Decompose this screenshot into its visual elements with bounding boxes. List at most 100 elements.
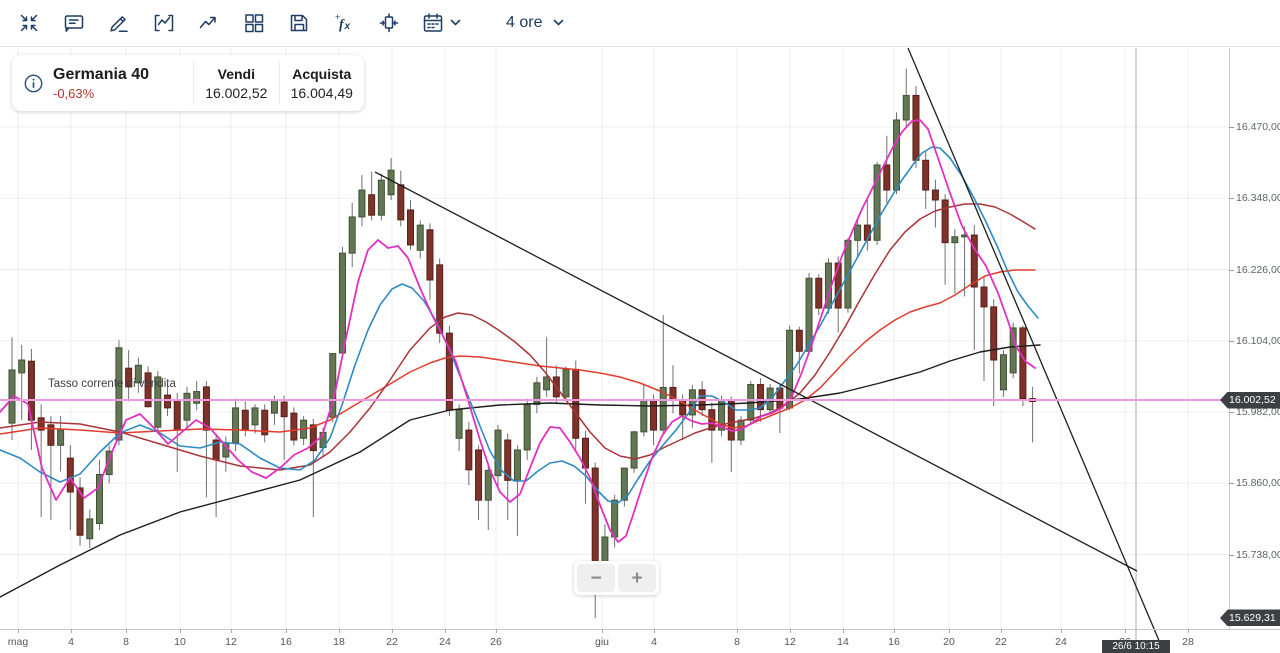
candle-down <box>290 412 298 441</box>
price-tick-label: 16.226,00 <box>1236 263 1280 276</box>
info-icon[interactable] <box>24 74 43 93</box>
divider <box>193 61 195 105</box>
calendar-icon[interactable] <box>421 10 461 36</box>
candle-up <box>193 391 201 404</box>
price-tick <box>1229 127 1234 128</box>
candle-down <box>795 329 803 352</box>
time-tick <box>18 629 19 633</box>
time-tick-label: giu <box>594 636 609 648</box>
indicators-icon[interactable]: f x + <box>331 10 357 36</box>
instrument-change: -0,63% <box>53 86 95 101</box>
current-price-tag: 16.002,52 <box>1220 391 1280 409</box>
candle-down <box>261 409 269 436</box>
save-chart-icon[interactable] <box>286 10 312 36</box>
candle-down <box>883 164 891 191</box>
timeframe-label: 4 ore <box>506 14 543 31</box>
zoom-out-button[interactable]: − <box>577 564 615 592</box>
candle-down <box>650 399 658 431</box>
time-tick <box>1001 629 1002 633</box>
instrument-name: Germania 40 <box>53 66 150 83</box>
ma-blue <box>0 146 1039 504</box>
candle-up <box>494 429 502 477</box>
candle-up <box>455 409 463 439</box>
timeframe-selector[interactable]: 4 ore <box>506 14 564 32</box>
news-feed-icon[interactable] <box>61 10 87 36</box>
candle-down <box>475 449 483 501</box>
time-tick-label: 28 <box>1182 636 1194 648</box>
chart-toolbar: f x + 4 ore <box>0 0 1280 47</box>
time-tick-label: 14 <box>837 636 849 648</box>
time-tick-label: 26 <box>490 636 502 648</box>
candle-up <box>232 407 240 444</box>
candle-down <box>922 159 930 191</box>
zoom-in-button[interactable]: + <box>618 564 656 592</box>
instrument-info: Germania 40 -0,63% <box>12 55 193 111</box>
time-tick <box>654 629 655 633</box>
candle-up <box>513 449 521 481</box>
candle-up <box>86 518 94 540</box>
time-tick <box>894 629 895 633</box>
time-tick <box>737 629 738 633</box>
current-time-tag: 26/6 10:15 <box>1102 640 1170 653</box>
chart-type-icon[interactable] <box>151 10 177 36</box>
time-tick <box>1188 629 1189 633</box>
candle-down <box>756 384 764 411</box>
candle-up <box>1009 327 1017 374</box>
time-tick <box>496 629 497 633</box>
time-axis-line <box>0 629 1280 630</box>
candle-up <box>873 164 881 241</box>
candle-down <box>504 439 512 481</box>
svg-text:x: x <box>344 21 351 32</box>
time-tick-label: 22 <box>386 636 398 648</box>
candle-up <box>358 189 366 218</box>
price-axis-line <box>1229 48 1230 629</box>
svg-text:+: + <box>335 12 340 22</box>
candle-up <box>611 499 619 538</box>
candle-up <box>105 450 113 475</box>
collapse-icon[interactable] <box>16 10 42 36</box>
trendline[interactable] <box>374 171 1138 572</box>
candle-up <box>57 429 65 446</box>
time-tick-label: 12 <box>784 636 796 648</box>
candle-up <box>95 473 103 525</box>
time-tick-label: 4 <box>651 636 657 648</box>
candle-settings-icon[interactable] <box>376 10 402 36</box>
buy-button[interactable]: Acquista 16.004,49 <box>280 55 364 111</box>
candle-down <box>834 262 842 309</box>
candle-up <box>533 382 541 405</box>
candle-down <box>66 457 74 493</box>
time-tick-label: 4 <box>68 636 74 648</box>
time-tick <box>790 629 791 633</box>
zoom-controls: − + <box>574 561 659 595</box>
candle-down <box>47 424 55 446</box>
time-tick <box>286 629 287 633</box>
candle-down <box>465 429 473 471</box>
candle-down <box>591 467 599 564</box>
time-tick <box>339 629 340 633</box>
candle-up <box>387 169 395 196</box>
trend-lines-icon[interactable] <box>196 10 222 36</box>
candle-up <box>416 224 424 251</box>
time-tick <box>180 629 181 633</box>
instrument-card[interactable]: Germania 40 -0,63% Vendi 16.002,52 Acqui… <box>12 55 364 111</box>
time-tick-label: 24 <box>1055 636 1067 648</box>
time-tick-label: 20 <box>943 636 955 648</box>
time-tick-label: 16 <box>888 636 900 648</box>
candle-down <box>1019 327 1027 400</box>
time-tick-label: 22 <box>995 636 1007 648</box>
price-tick-label: 15.738,00 <box>1236 548 1280 561</box>
draw-icon[interactable] <box>106 10 132 36</box>
time-tick <box>445 629 446 633</box>
sell-button[interactable]: Vendi 16.002,52 <box>194 55 278 111</box>
candle-down <box>941 199 949 244</box>
time-tick-label: 8 <box>734 636 740 648</box>
trendline[interactable] <box>907 47 1164 651</box>
candle-down <box>970 234 978 288</box>
layout-grid-icon[interactable] <box>241 10 267 36</box>
candle-down <box>37 417 45 431</box>
ma-dark-red <box>0 203 1036 471</box>
candle-down <box>309 424 317 452</box>
svg-text:f: f <box>339 18 345 33</box>
price-tick-label: 16.470,00 <box>1236 121 1280 133</box>
